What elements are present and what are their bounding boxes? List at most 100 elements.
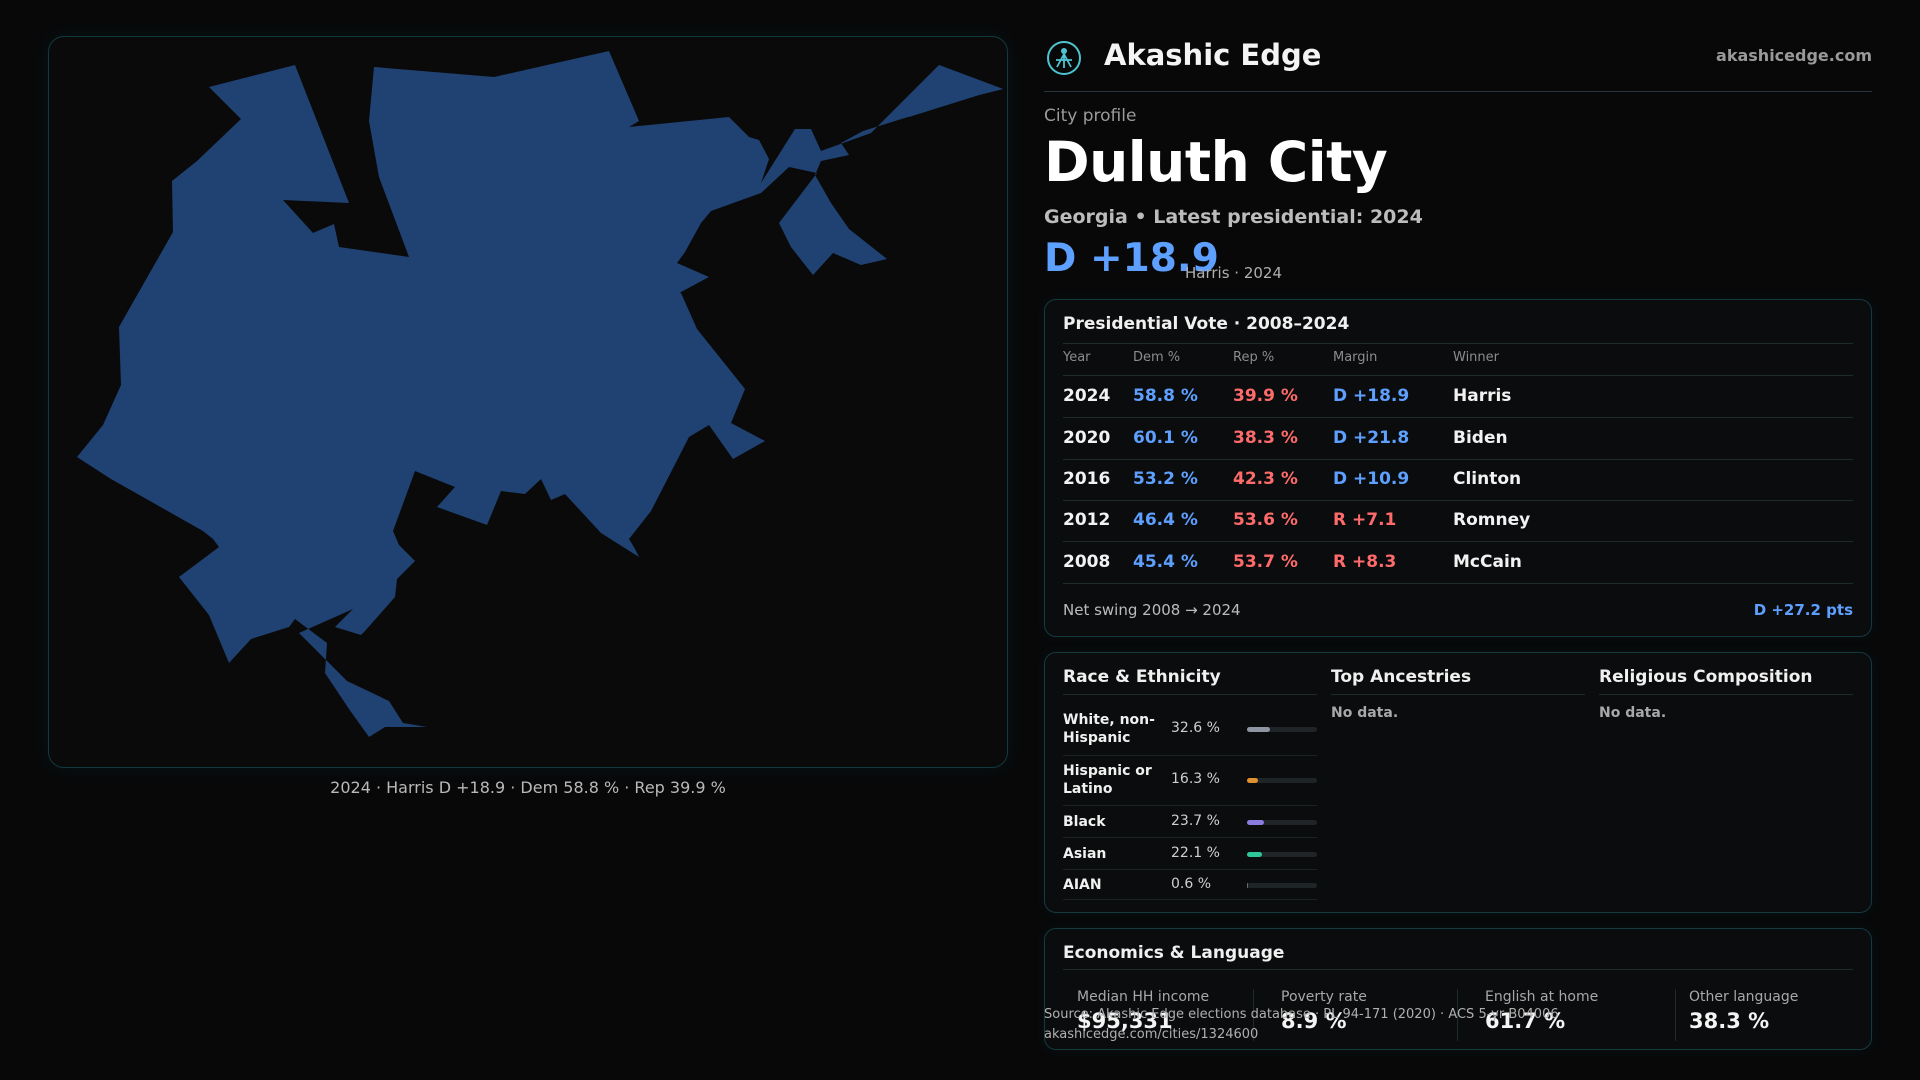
vote-card-title: Presidential Vote · 2008–2024 [1063,314,1350,334]
vote-year: 2020 [1063,428,1111,448]
race-pct: 32.6 % [1171,720,1220,736]
presidential-vote-card: Presidential Vote · 2008–2024 Year Dem %… [1044,299,1872,637]
source-url[interactable]: akashicedge.com/cities/1324600 [1044,1027,1259,1042]
ancestries-empty: No data. [1331,705,1399,721]
vote-dem-pct: 46.4 % [1133,510,1198,530]
stat-value: 38.3 % [1689,1009,1770,1033]
race-label: Hispanic or Latino [1063,763,1152,797]
race-row: Black 23.7 % [1063,806,1317,838]
stat-value: 8.9 % [1281,1009,1347,1033]
race-pct: 0.6 % [1171,876,1212,892]
map-caption: 2024 · Harris D +18.9 · Dem 58.8 % · Rep… [330,778,726,797]
race-bar [1247,852,1317,857]
headline-margin-note: Harris · 2024 [1185,264,1283,282]
divider [1253,989,1254,1041]
race-label: White, non-Hispanic [1063,712,1155,746]
col-header-winner: Winner [1453,350,1500,365]
race-pct: 16.3 % [1171,771,1220,787]
race-bar-fill [1247,852,1263,857]
brand-name: Akashic Edge [1104,38,1322,72]
top-ancestries-title: Top Ancestries [1331,667,1472,687]
header: Akashic Edge akashicedge.com [1044,34,1872,92]
page-subtitle: Georgia • Latest presidential: 2024 [1044,206,1423,228]
col-header-year: Year [1063,350,1091,365]
site-link[interactable]: akashicedge.com [1716,46,1872,65]
religion-empty: No data. [1599,705,1667,721]
net-swing-value: D +27.2 pts [1753,601,1853,619]
city-map[interactable] [48,36,1008,768]
akashic-edge-logo-icon [1047,41,1081,75]
vote-year: 2016 [1063,469,1111,489]
race-label: Asian [1063,846,1107,862]
divider [1063,343,1853,344]
vote-year: 2024 [1063,386,1111,406]
vote-rep-pct: 53.6 % [1233,510,1298,530]
race-row: White, non-Hispanic 32.6 % [1063,705,1317,756]
stat-value: 61.7 % [1485,1009,1566,1033]
race-ethnicity-title: Race & Ethnicity [1063,667,1221,687]
vote-winner: Harris [1453,386,1512,406]
race-bar-fill [1247,820,1264,825]
stat-median-income: Median HH income $95,331 [1063,989,1253,1047]
vote-margin: D +10.9 [1333,469,1410,489]
headline-margin: D +18.9 [1044,236,1219,281]
vote-winner: Romney [1453,510,1531,530]
divider [1063,375,1853,376]
vote-margin: D +21.8 [1333,428,1410,448]
vote-year: 2012 [1063,510,1111,530]
source-footnote: Source: Akashic Edge elections database … [1044,1005,1559,1045]
col-header-margin: Margin [1333,350,1378,365]
race-bar [1247,727,1317,732]
col-header-rep: Rep % [1233,350,1275,365]
source-text: Source: Akashic Edge elections database … [1044,1007,1559,1022]
divider [1599,694,1853,695]
race-pct: 23.7 % [1171,813,1220,829]
stat-other-language: Other language 38.3 % [1675,989,1865,1047]
vote-year: 2008 [1063,552,1111,572]
stat-label: Poverty rate [1281,989,1367,1005]
race-row: Hispanic or Latino 16.3 % [1063,756,1317,806]
vote-rep-pct: 38.3 % [1233,428,1298,448]
race-bar-fill [1247,727,1270,732]
stat-label: Other language [1689,989,1799,1005]
vote-margin: D +18.9 [1333,386,1410,406]
vote-row-2024: 2024 58.8 % 39.9 % D +18.9 Harris [1063,376,1853,418]
religious-composition-title: Religious Composition [1599,667,1813,687]
divider [1457,989,1458,1041]
vote-row-2008: 2008 45.4 % 53.7 % R +8.3 McCain [1063,542,1853,584]
vote-row-2016: 2016 53.2 % 42.3 % D +10.9 Clinton [1063,459,1853,501]
vote-dem-pct: 53.2 % [1133,469,1198,489]
vote-rep-pct: 42.3 % [1233,469,1298,489]
vote-row-2020: 2020 60.1 % 38.3 % D +21.8 Biden [1063,418,1853,460]
vote-winner: Biden [1453,428,1508,448]
vote-margin: R +7.1 [1333,510,1397,530]
race-row: AIAN 0.6 % [1063,870,1317,900]
divider [1063,694,1317,695]
race-row: Asian 22.1 % [1063,838,1317,870]
city-boundary-map [77,51,1003,737]
col-header-dem: Dem % [1133,350,1181,365]
stat-english-at-home: English at home 61.7 % [1471,989,1661,1047]
city-boundary-shape [77,51,1003,737]
race-bar [1247,883,1317,888]
city-boundary-spur [909,65,1003,117]
vote-margin: R +8.3 [1333,552,1397,572]
race-pct: 22.1 % [1171,845,1220,861]
race-label: AIAN [1063,877,1102,893]
divider [1675,989,1676,1041]
vote-winner: Clinton [1453,469,1522,489]
economics-card: Economics & Language Median HH income $9… [1044,928,1872,1050]
race-bar-fill [1247,778,1259,783]
stat-poverty-rate: Poverty rate 8.9 % [1267,989,1457,1047]
vote-winner: McCain [1453,552,1522,572]
race-label: Black [1063,814,1106,830]
page-eyebrow: City profile [1044,106,1137,126]
stat-label: Median HH income [1077,989,1210,1005]
vote-dem-pct: 45.4 % [1133,552,1198,572]
page-title: Duluth City [1044,130,1388,194]
vote-dem-pct: 60.1 % [1133,428,1198,448]
net-swing-label: Net swing 2008 → 2024 [1063,601,1241,619]
stat-label: English at home [1485,989,1599,1005]
divider [1063,969,1853,970]
stat-value: $95,331 [1077,1009,1173,1033]
